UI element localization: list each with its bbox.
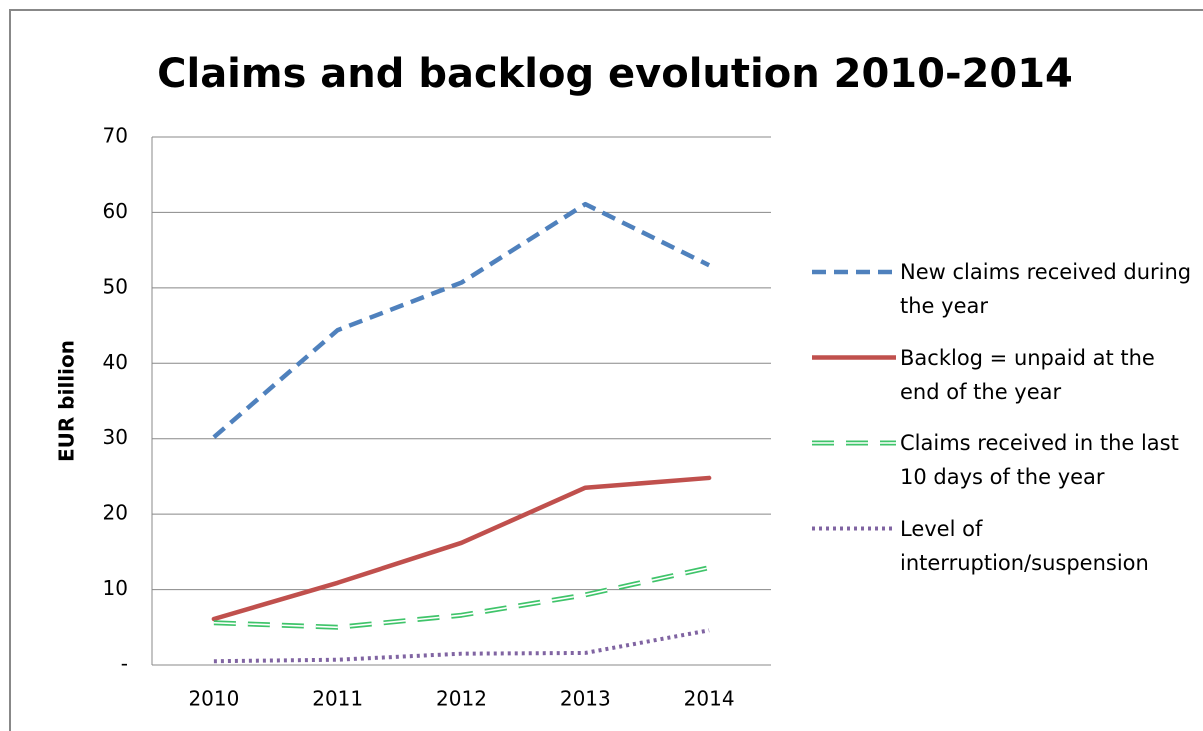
y-tick-label: 10 (103, 576, 128, 600)
legend-label: Level of interruption/suspension (900, 516, 1149, 575)
y-tick-label: 50 (103, 274, 128, 298)
x-tick-label: 2011 (312, 687, 363, 711)
x-tick-label: 2013 (560, 687, 611, 711)
legend-label: Claims received in the last 10 days of t… (900, 431, 1179, 489)
series-line (213, 628, 710, 664)
series-line (211, 475, 712, 622)
y-axis-label: EUR billion (55, 340, 79, 462)
x-tick-label: 2010 (188, 687, 239, 711)
y-tick-label: 40 (103, 350, 128, 374)
y-tick-label: - (121, 652, 128, 676)
x-tick-label: 2012 (436, 687, 487, 711)
series-line-inner (213, 566, 710, 629)
y-tick-label: 30 (103, 425, 128, 449)
series-line (212, 201, 711, 439)
y-tick-label: 20 (103, 501, 128, 525)
chart-frame (9, 9, 1203, 731)
legend-label: New claims received during the year (900, 260, 1192, 318)
y-tick-label: 70 (103, 124, 128, 148)
x-tick-label: 2014 (684, 687, 735, 711)
legend-label: Backlog = unpaid at the end of the year (900, 345, 1155, 404)
chart-title: Claims and backlog evolution 2010-2014 (157, 51, 1073, 97)
y-tick-label: 60 (103, 199, 128, 223)
